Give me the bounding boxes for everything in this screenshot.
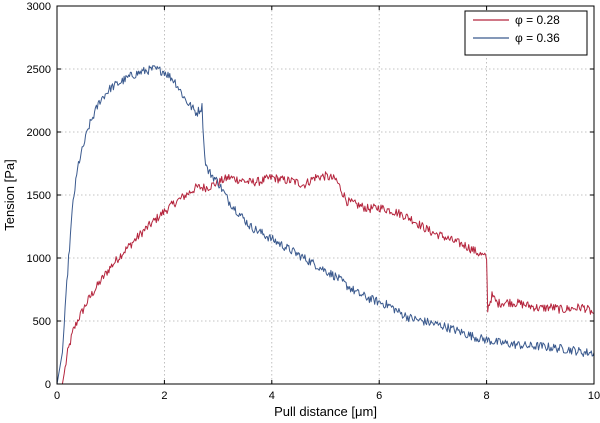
y-tick-label: 3000: [27, 1, 51, 13]
axis-ticks: 0 2 4 6 8 10 0 500 1000 1500 2000 2500 3000: [27, 1, 600, 402]
data-lines: [56, 65, 595, 385]
legend-label: φ = 0.28: [515, 13, 560, 27]
series-line-0: [57, 171, 595, 385]
y-tick-label: 500: [33, 316, 51, 328]
legend-label: φ = 0.36: [515, 31, 560, 45]
grid-lines: [57, 6, 594, 384]
x-tick-label: 4: [269, 390, 275, 402]
x-axis-title: Pull distance [μm]: [274, 404, 377, 419]
y-axis-title: Tension [Pa]: [2, 159, 17, 231]
y-tick-label: 2500: [27, 64, 51, 76]
legend-box: [464, 10, 588, 56]
legend: φ = 0.28 φ = 0.36: [464, 10, 588, 56]
y-tick-label: 0: [45, 379, 51, 391]
x-tick-label: 0: [54, 390, 60, 402]
y-tick-label: 1500: [27, 190, 51, 202]
x-tick-label: 10: [588, 390, 600, 402]
y-tick-label: 1000: [27, 253, 51, 265]
x-tick-label: 8: [484, 390, 490, 402]
x-tick-label: 2: [161, 390, 167, 402]
y-tick-label: 2000: [27, 127, 51, 139]
x-tick-label: 6: [376, 390, 382, 402]
series-line-1: [56, 65, 595, 385]
